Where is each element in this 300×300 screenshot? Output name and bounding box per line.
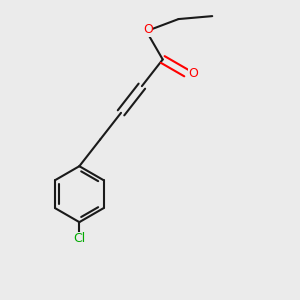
Text: O: O bbox=[189, 67, 199, 80]
Text: O: O bbox=[143, 23, 153, 36]
Text: Cl: Cl bbox=[73, 232, 86, 245]
